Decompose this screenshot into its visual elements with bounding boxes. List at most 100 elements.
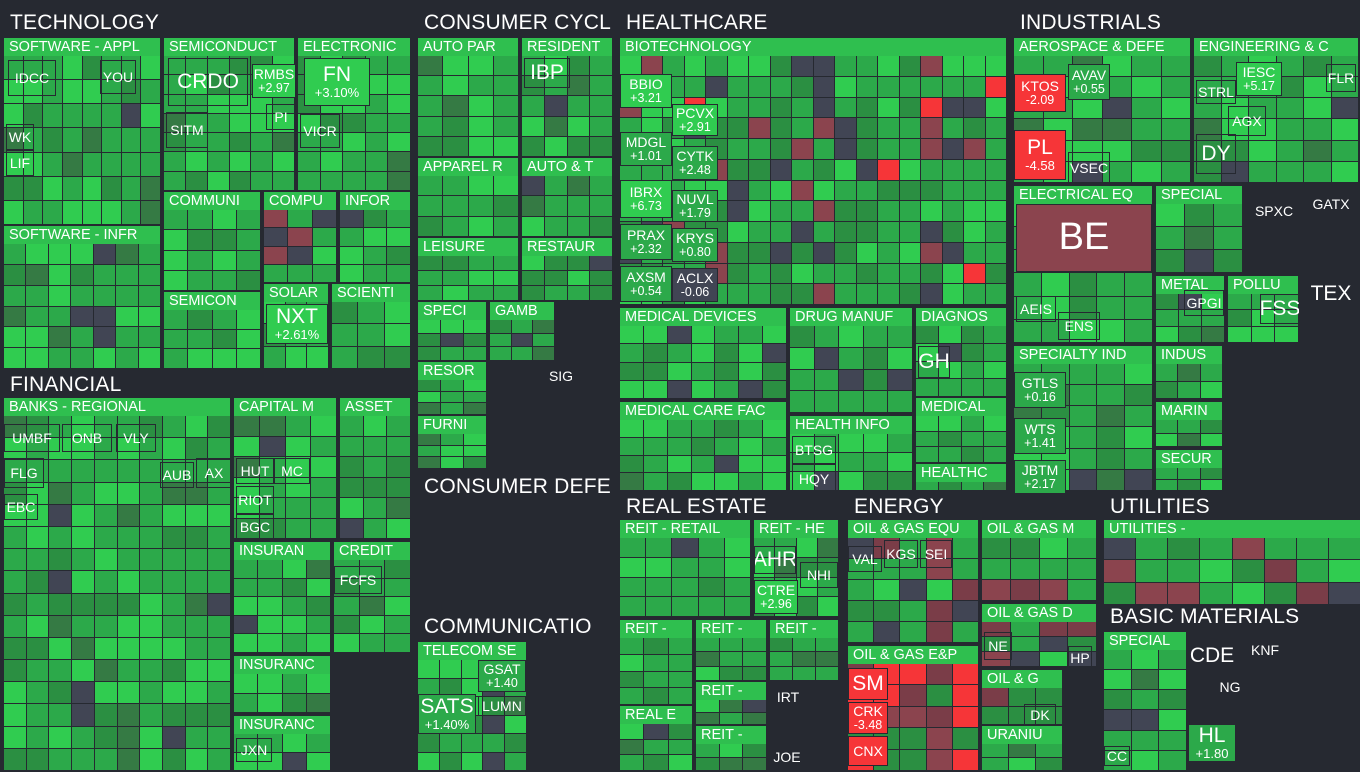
industry-block[interactable]: MEDICAL CARE FAC xyxy=(620,402,786,490)
stock-tile[interactable] xyxy=(234,457,259,477)
stock-tile[interactable] xyxy=(964,222,985,242)
ticker-nhi[interactable]: NHI xyxy=(800,562,838,588)
stock-tile[interactable] xyxy=(26,460,49,482)
stock-tile[interactable] xyxy=(164,250,188,270)
sector-3[interactable]: INDUSTRIALS xyxy=(1012,10,1360,492)
stock-tile[interactable] xyxy=(388,171,410,190)
stock-tile[interactable] xyxy=(1132,56,1161,77)
stock-tile[interactable] xyxy=(49,416,72,438)
stock-tile[interactable] xyxy=(4,306,26,327)
stock-tile[interactable] xyxy=(43,152,62,176)
stock-tile[interactable] xyxy=(418,271,443,285)
stock-tile[interactable] xyxy=(493,116,518,136)
stock-tile[interactable] xyxy=(793,666,815,680)
stock-tile[interactable] xyxy=(985,201,1006,221)
stock-tile[interactable] xyxy=(461,660,483,678)
stock-tile[interactable] xyxy=(964,284,985,304)
stock-tile[interactable] xyxy=(743,638,766,652)
stock-tile[interactable] xyxy=(212,349,236,368)
stock-tile[interactable] xyxy=(739,455,763,473)
stock-tile[interactable] xyxy=(863,391,888,412)
ticker-bbio[interactable]: BBIO +3.21 xyxy=(620,74,672,108)
stock-tile[interactable] xyxy=(1156,479,1178,490)
industry-block[interactable]: HEALTH INFO xyxy=(790,416,912,490)
industry-header[interactable]: REIT - HE xyxy=(754,520,838,538)
stock-tile[interactable] xyxy=(468,136,493,156)
stock-tile[interactable] xyxy=(813,263,834,284)
stock-tile[interactable] xyxy=(644,654,668,671)
stock-tile[interactable] xyxy=(207,113,229,133)
ticker-ens[interactable]: ENS xyxy=(1058,312,1100,340)
stock-tile[interactable] xyxy=(643,362,667,380)
stock-tile[interactable] xyxy=(792,159,813,180)
ticker-gatx[interactable]: GATX xyxy=(1306,190,1356,218)
stock-tile[interactable] xyxy=(878,97,899,118)
stock-tile[interactable] xyxy=(724,577,750,597)
stock-tile[interactable] xyxy=(620,362,643,380)
industry-header[interactable]: REIT - xyxy=(770,620,838,638)
stock-tile[interactable] xyxy=(358,346,384,368)
stock-tile[interactable] xyxy=(93,348,116,368)
stock-tile[interactable] xyxy=(141,152,160,176)
stock-tile[interactable] xyxy=(964,118,985,138)
stock-tile[interactable] xyxy=(544,216,567,236)
stock-tile[interactable] xyxy=(306,615,330,634)
stock-tile[interactable] xyxy=(72,704,94,726)
stock-tile[interactable] xyxy=(48,244,71,264)
stock-tile[interactable] xyxy=(667,437,691,455)
stock-tile[interactable] xyxy=(567,256,590,270)
stock-tile[interactable] xyxy=(49,549,72,571)
stock-tile[interactable] xyxy=(1132,77,1161,98)
stock-tile[interactable] xyxy=(162,504,185,526)
ticker-hp[interactable]: HP xyxy=(1068,646,1092,670)
stock-tile[interactable] xyxy=(916,326,938,343)
stock-tile[interactable] xyxy=(72,416,94,438)
stock-tile[interactable] xyxy=(590,176,612,196)
stock-tile[interactable] xyxy=(942,118,963,138)
stock-tile[interactable] xyxy=(273,152,294,171)
industry-header[interactable]: REIT - xyxy=(696,726,766,744)
stock-tile[interactable] xyxy=(644,724,668,739)
stock-tile[interactable] xyxy=(961,447,984,462)
stock-tile[interactable] xyxy=(418,734,439,752)
stock-tile[interactable] xyxy=(620,380,643,398)
stock-tile[interactable] xyxy=(1214,227,1242,249)
stock-tile[interactable] xyxy=(1161,119,1190,140)
stock-tile[interactable] xyxy=(1069,296,1097,319)
stock-tile[interactable] xyxy=(763,326,786,344)
stock-tile[interactable] xyxy=(567,136,590,156)
stock-tile[interactable] xyxy=(164,56,185,75)
ticker-pl[interactable]: PL -4.58 xyxy=(1014,130,1066,180)
stock-tile[interactable] xyxy=(23,128,43,152)
industry-block[interactable]: FURNI xyxy=(418,416,486,468)
stock-tile[interactable] xyxy=(567,271,590,285)
stock-tile[interactable] xyxy=(719,700,743,712)
stock-tile[interactable] xyxy=(749,201,770,221)
stock-tile[interactable] xyxy=(493,256,518,270)
stock-tile[interactable] xyxy=(926,664,952,685)
stock-tile[interactable] xyxy=(418,136,443,156)
stock-tile[interactable] xyxy=(888,369,912,391)
stock-tile[interactable] xyxy=(590,56,612,76)
stock-tile[interactable] xyxy=(26,348,48,368)
ticker-strl[interactable]: STRL xyxy=(1196,80,1236,104)
stock-tile[interactable] xyxy=(164,210,188,230)
stock-tile[interactable] xyxy=(715,362,739,380)
stock-tile[interactable] xyxy=(984,482,1006,490)
stock-tile[interactable] xyxy=(667,455,691,473)
stock-tile[interactable] xyxy=(94,571,117,593)
industry-header[interactable]: BANKS - REGIONAL xyxy=(4,398,230,416)
stock-tile[interactable] xyxy=(138,285,160,306)
industry-header[interactable]: AEROSPACE & DEFE xyxy=(1014,38,1190,56)
stock-tile[interactable] xyxy=(1331,77,1358,98)
ticker-wk[interactable]: WK xyxy=(6,124,34,150)
stock-tile[interactable] xyxy=(285,346,307,368)
ticker-joe[interactable]: JOE xyxy=(770,744,804,770)
stock-tile[interactable] xyxy=(1125,319,1152,342)
stock-tile[interactable] xyxy=(164,94,185,113)
stock-tile[interactable] xyxy=(567,176,590,196)
stock-tile[interactable] xyxy=(984,361,1006,379)
stock-tile[interactable] xyxy=(332,346,358,368)
stock-tile[interactable] xyxy=(1009,688,1035,706)
ticker-flr[interactable]: FLR xyxy=(1326,64,1356,92)
